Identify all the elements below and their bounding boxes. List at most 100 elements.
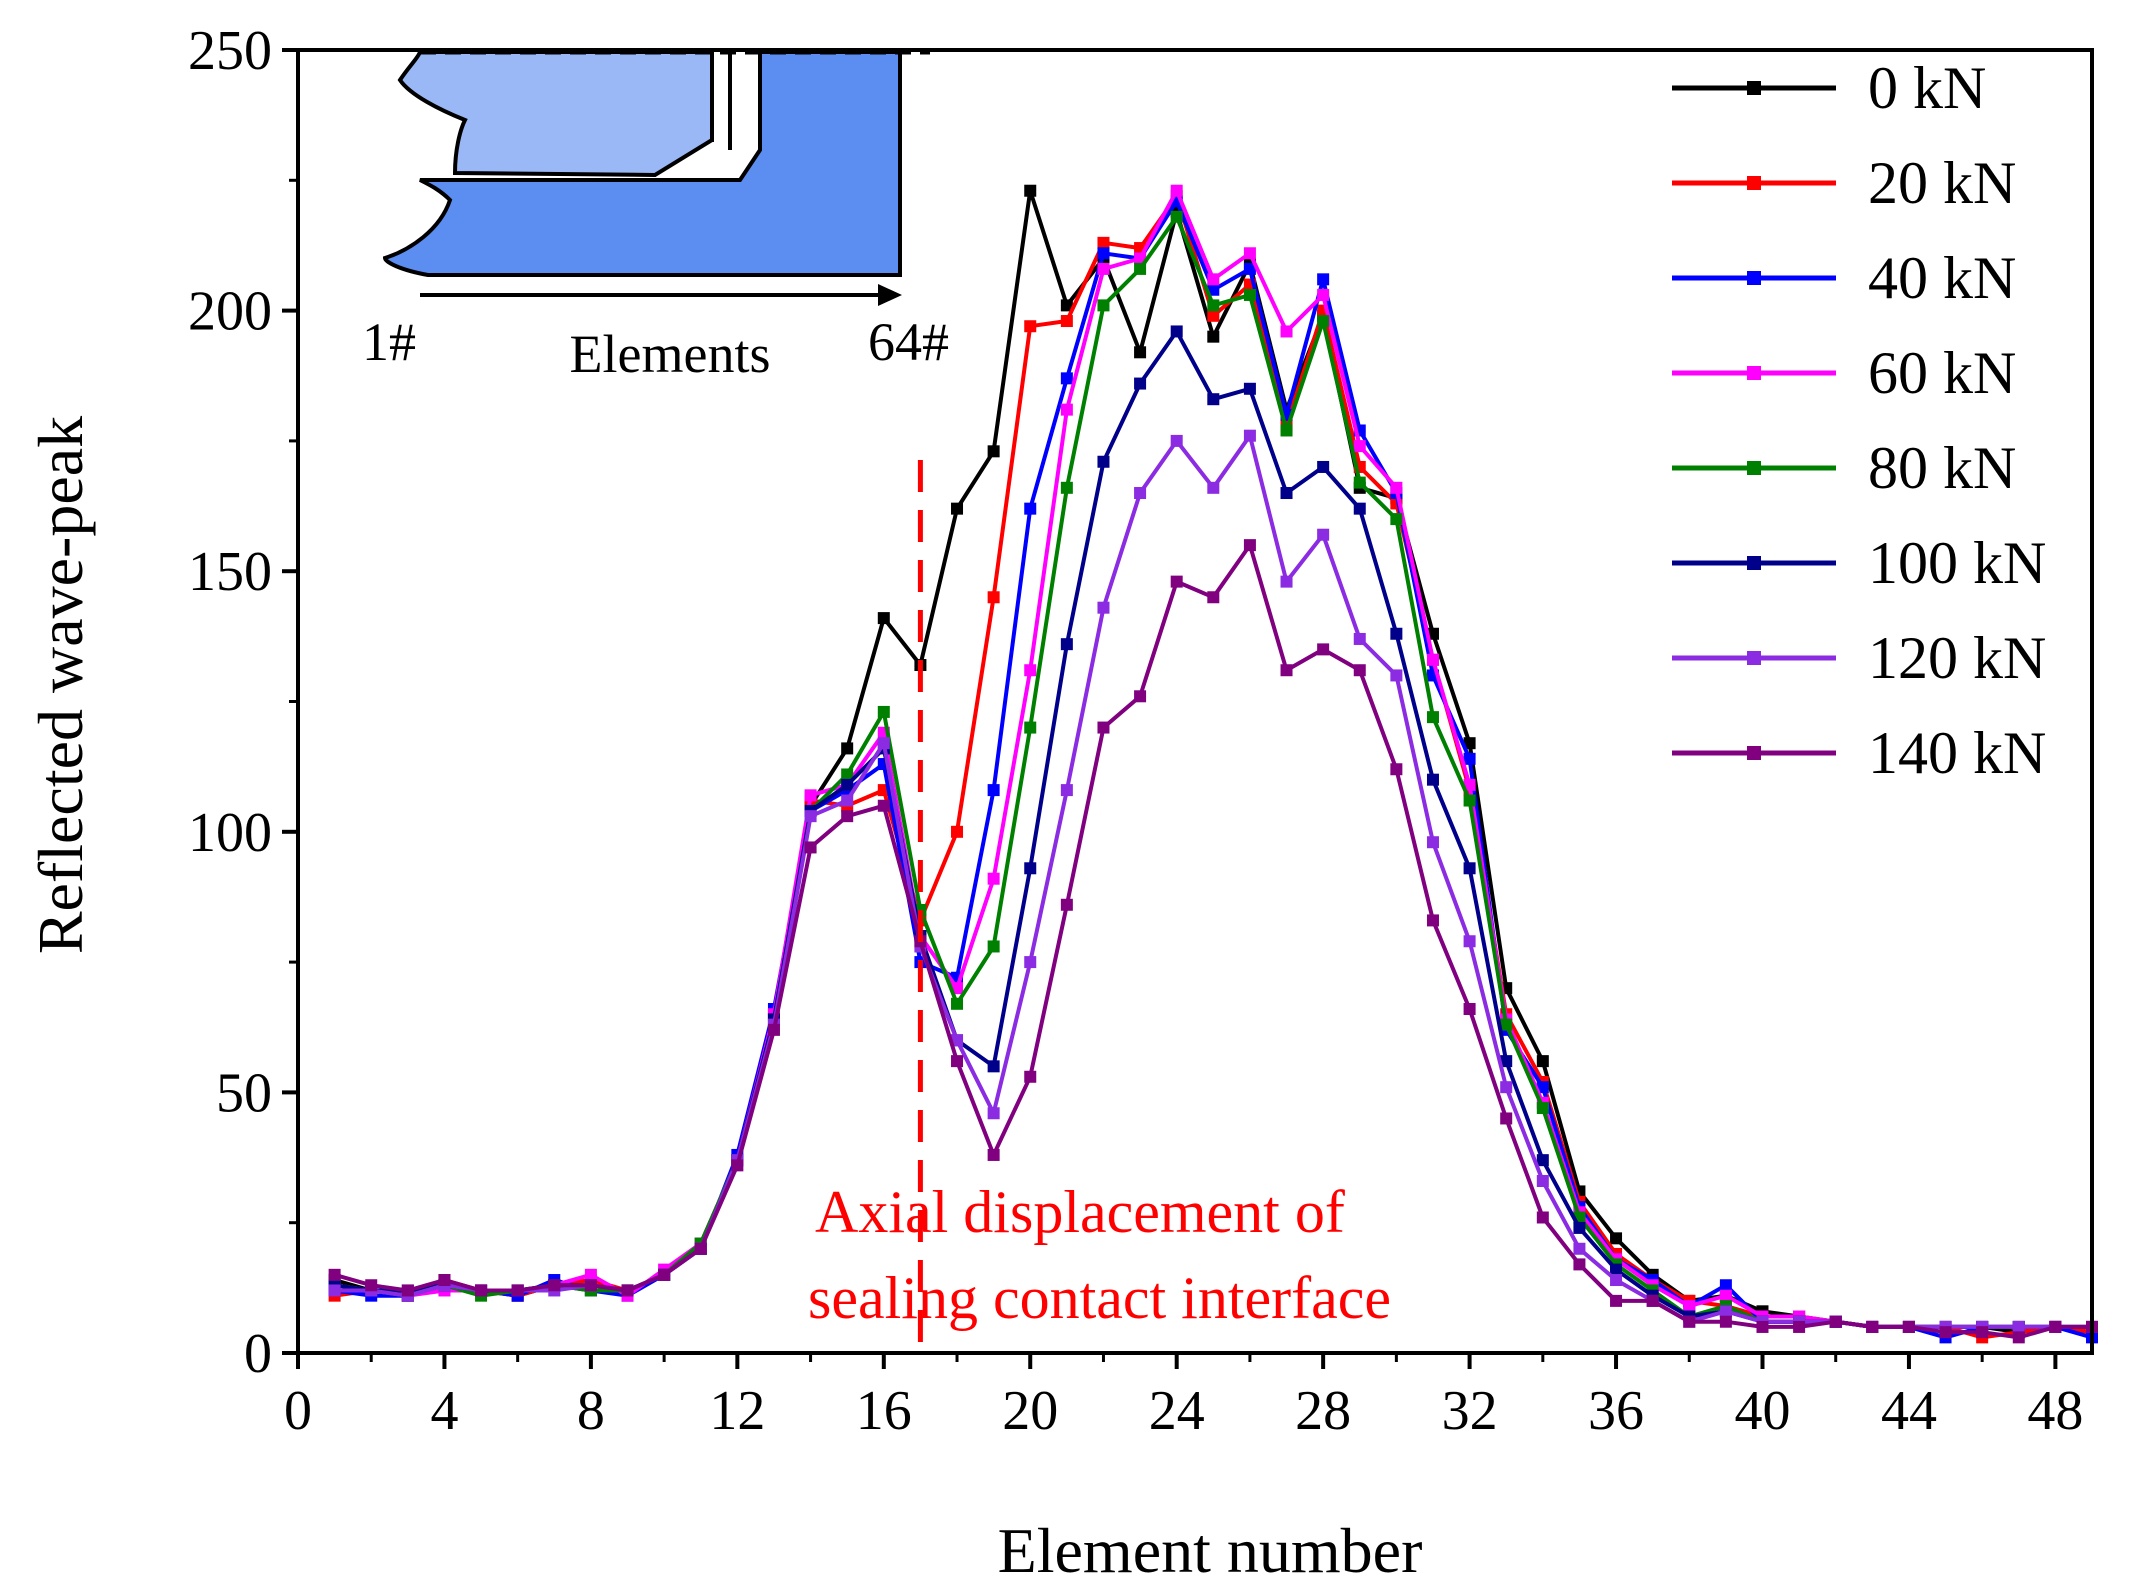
legend-marker-swatch — [1747, 366, 1761, 380]
data-point — [1463, 935, 1476, 948]
data-point — [1097, 601, 1110, 614]
data-point — [1536, 1175, 1549, 1188]
x-axis-title: Element number — [998, 1515, 1423, 1585]
data-point — [584, 1268, 597, 1281]
data-point — [1207, 330, 1220, 343]
legend-marker-swatch — [1747, 176, 1761, 190]
data-point — [1024, 502, 1037, 515]
y-axis-title: Reflected wave-peak — [25, 416, 96, 954]
data-point — [951, 1034, 964, 1047]
data-point — [804, 841, 817, 854]
data-point — [1243, 247, 1256, 260]
data-point — [987, 872, 1000, 885]
data-point — [1317, 460, 1330, 473]
series-layer — [328, 184, 2098, 1344]
data-point — [1134, 346, 1147, 359]
data-point — [804, 810, 817, 823]
data-point — [1939, 1326, 1952, 1339]
data-point — [1317, 528, 1330, 541]
data-point — [621, 1284, 634, 1297]
data-point — [1536, 1154, 1549, 1167]
data-point — [1243, 288, 1256, 301]
y-tick-label: 0 — [244, 1323, 272, 1385]
data-point — [1170, 210, 1183, 223]
data-point — [1610, 1263, 1623, 1276]
x-tick-label: 8 — [577, 1380, 605, 1442]
inset-end-label: 64# — [868, 312, 949, 372]
data-point — [987, 1060, 1000, 1073]
data-point — [2049, 1320, 2062, 1333]
legend-marker-swatch — [1747, 556, 1761, 570]
data-point — [1097, 299, 1110, 312]
data-point — [1207, 309, 1220, 322]
data-point — [987, 1107, 1000, 1120]
data-point — [1463, 737, 1476, 750]
plot-frame — [296, 48, 2094, 1355]
legend-label: 80 kN — [1868, 435, 2016, 501]
data-point — [877, 612, 890, 625]
y-tick-label: 100 — [188, 802, 272, 864]
data-point — [1426, 711, 1439, 724]
data-point — [1463, 1003, 1476, 1016]
data-point — [1024, 956, 1037, 969]
legend-label: 0 kN — [1868, 55, 1986, 121]
data-point — [1170, 325, 1183, 338]
data-point — [1060, 299, 1073, 312]
data-point — [1500, 1055, 1513, 1068]
legend-label: 120 kN — [1868, 625, 2046, 691]
data-point — [511, 1284, 524, 1297]
data-point — [1060, 315, 1073, 328]
legend-marker-swatch — [1747, 81, 1761, 95]
data-point — [877, 799, 890, 812]
data-point — [1500, 1018, 1513, 1031]
y-tick-label: 250 — [188, 20, 272, 82]
data-point — [694, 1242, 707, 1255]
data-point — [1134, 377, 1147, 390]
data-point — [1573, 1221, 1586, 1234]
data-point — [1573, 1242, 1586, 1255]
data-point — [1207, 591, 1220, 604]
data-point — [1536, 1211, 1549, 1224]
data-point — [731, 1159, 744, 1172]
data-point — [1426, 773, 1439, 786]
data-point — [1353, 664, 1366, 677]
data-point — [1097, 262, 1110, 275]
data-point — [1207, 393, 1220, 406]
inset-inner-body — [397, 50, 714, 178]
data-point — [1500, 1112, 1513, 1125]
data-point — [1243, 262, 1256, 275]
x-tick-label: 32 — [1442, 1380, 1498, 1442]
legend-marker-swatch — [1747, 651, 1761, 665]
data-point — [1280, 487, 1293, 500]
data-point — [1829, 1315, 1842, 1328]
y-tick-label: 150 — [188, 541, 272, 603]
x-tick-label: 20 — [1002, 1380, 1058, 1442]
x-tick-label: 12 — [709, 1380, 765, 1442]
data-point — [951, 1055, 964, 1068]
inset-axis-label: Elements — [570, 324, 771, 384]
legend-marker-swatch — [1747, 271, 1761, 285]
legend-item: 120 kN — [1672, 625, 2046, 691]
data-point — [365, 1279, 378, 1292]
x-tick-label: 24 — [1149, 1380, 1205, 1442]
legend-item: 20 kN — [1672, 150, 2016, 216]
data-point — [1280, 325, 1293, 338]
data-point — [1134, 252, 1147, 265]
legend: 0 kN 20 kN 40 kN 60 kN 80 kN 100 kN 120 kN 140 … — [1672, 55, 2046, 786]
data-point — [548, 1279, 561, 1292]
data-point — [767, 1023, 780, 1036]
data-point — [1317, 315, 1330, 328]
data-point — [1207, 481, 1220, 494]
legend-marker-swatch — [1747, 746, 1761, 760]
data-point — [1134, 487, 1147, 500]
data-point — [1060, 784, 1073, 797]
data-point — [438, 1274, 451, 1287]
data-point — [1280, 575, 1293, 588]
data-point — [1353, 440, 1366, 453]
data-point — [1426, 653, 1439, 666]
data-point — [1536, 1055, 1549, 1068]
data-point — [1390, 669, 1403, 682]
data-point — [1060, 898, 1073, 911]
x-tick-label: 0 — [284, 1380, 312, 1442]
series-line — [334, 329, 2092, 1329]
